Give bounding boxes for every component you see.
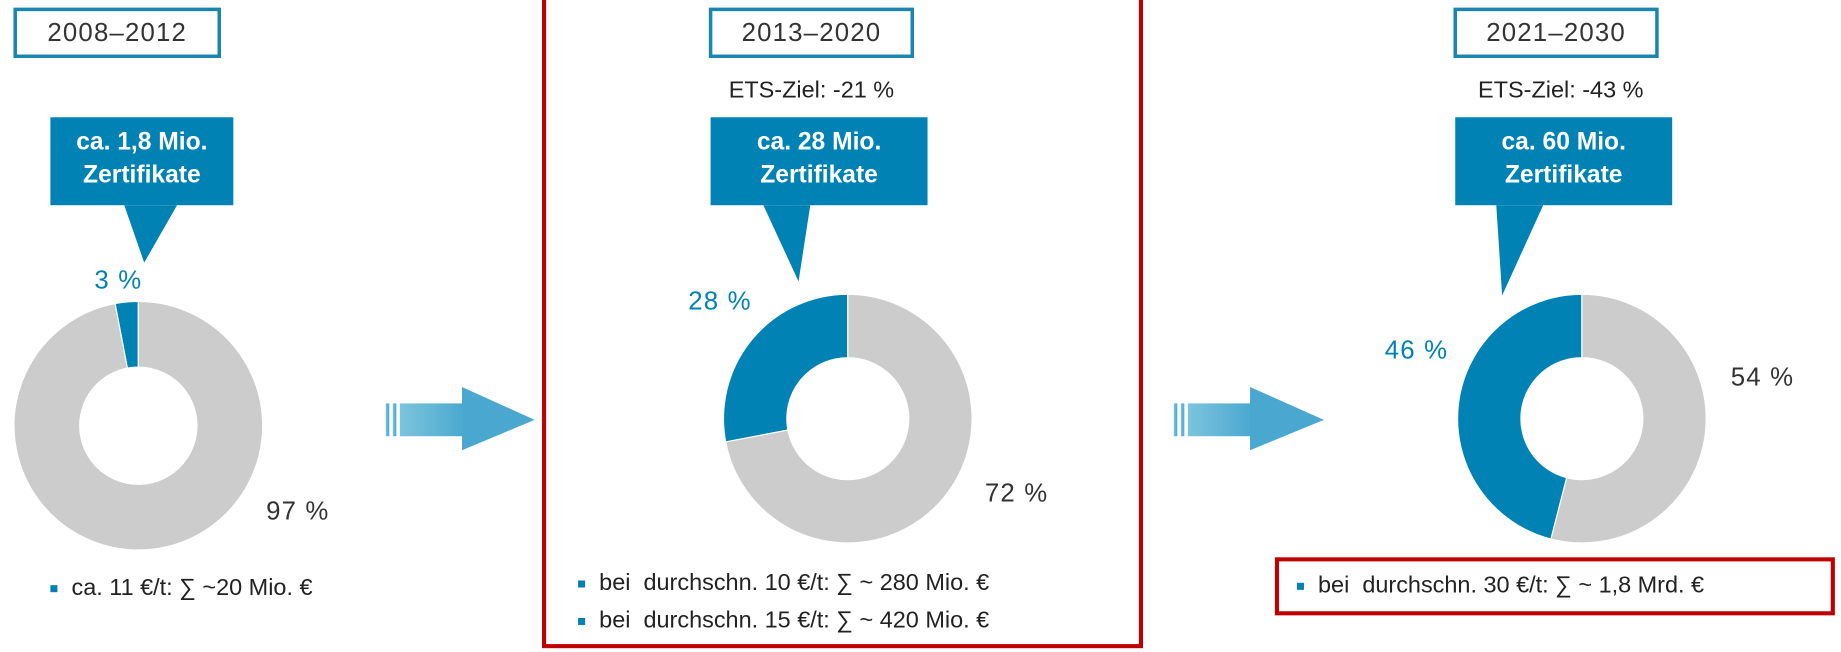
value-label: 28 % — [688, 287, 751, 315]
period-box — [13, 7, 222, 59]
donut-segment — [1550, 293, 1707, 544]
callout-text: ca. 28 Mio. — [757, 129, 881, 156]
callout-text: Zertifikate — [760, 161, 878, 188]
value-label: 97 % — [266, 497, 329, 525]
callout-text: ca. 60 Mio. — [1501, 129, 1625, 156]
note: bei durchschn. 30 €/t: ∑ ~ 1,8 Mrd. € — [1318, 572, 1704, 598]
callout-box — [50, 117, 234, 206]
donut-segment — [1457, 293, 1583, 540]
period-label: 2008–2012 — [47, 19, 187, 47]
target-label: ETS-Ziel: -21 % — [729, 77, 894, 103]
bullet — [578, 580, 586, 588]
highlight-frame — [542, 0, 1144, 649]
callout-tail — [124, 205, 178, 263]
period-label: 2021–2030 — [1486, 19, 1626, 47]
callout-text: Zertifikate — [1505, 161, 1623, 188]
bullet — [50, 585, 58, 593]
value-label: 46 % — [1385, 337, 1448, 365]
note: bei durchschn. 15 €/t: ∑ ~ 420 Mio. € — [599, 607, 989, 633]
value-label: 3 % — [94, 266, 142, 294]
value-label: 54 % — [1731, 364, 1794, 392]
highlight-frame — [1274, 557, 1835, 616]
target-label: ETS-Ziel: -43 % — [1478, 77, 1643, 103]
callout-tail — [763, 205, 811, 282]
donut-segment — [722, 293, 849, 443]
donut-segment — [725, 293, 973, 544]
arrow — [385, 386, 535, 451]
donut-segment — [13, 300, 264, 551]
bullet — [1296, 582, 1304, 590]
callout-box — [1455, 117, 1673, 206]
callout-tail — [1496, 205, 1544, 296]
bullet — [578, 617, 586, 626]
donut-chart: 2013–2020 ETS-Ziel: -21 % ca. 28 Mio. Zerti… — [578, 7, 1048, 633]
value-label: 72 % — [985, 480, 1048, 508]
callout-box — [710, 117, 928, 206]
callout-text: ca. 1,8 Mio. — [76, 129, 207, 156]
period-label: 2013–2020 — [742, 19, 882, 47]
note: ca. 11 €/t: ∑ ~20 Mio. € — [71, 574, 312, 600]
donut-chart: 2021–2030 ETS-Ziel: -43 % ca. 60 Mio. Zerti… — [1296, 7, 1794, 598]
donut-chart: 2008–2012 ca. 1,8 Mio. Zertifikate 3 % 97 % c… — [13, 7, 329, 600]
callout-text: Zertifikate — [83, 161, 201, 188]
arrow — [1173, 386, 1324, 451]
period-box — [1453, 7, 1659, 59]
period-box — [708, 7, 915, 59]
note: bei durchschn. 10 €/t: ∑ ~ 280 Mio. € — [599, 569, 989, 595]
